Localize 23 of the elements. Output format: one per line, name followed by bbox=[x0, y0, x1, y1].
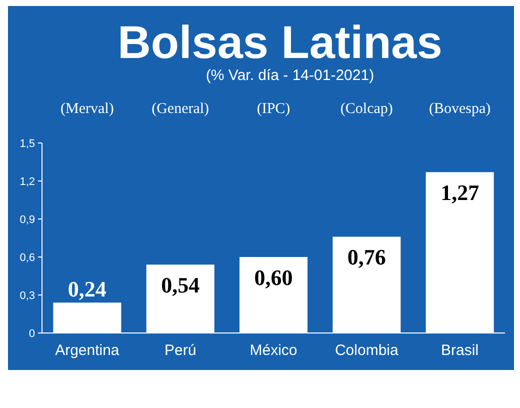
chart-subtitle: (% Var. día - 14-01-2021) bbox=[206, 67, 374, 84]
text: (Bovespa) bbox=[428, 101, 491, 117]
data-label: 0,54 bbox=[161, 272, 200, 298]
text: (IPC) bbox=[256, 101, 290, 117]
x-tick-label: Perú bbox=[164, 342, 196, 359]
data-label: 0,24 bbox=[68, 276, 106, 302]
y-tick-label: 1,5 bbox=[20, 138, 35, 150]
data-label: 1,27 bbox=[440, 180, 480, 206]
data-label: 0,60 bbox=[254, 265, 293, 290]
x-tick-label: México bbox=[250, 342, 298, 359]
text: (General) bbox=[152, 101, 210, 117]
x-tick-label: Brasil bbox=[441, 342, 479, 359]
x-tick-label: Colombia bbox=[334, 342, 399, 359]
data-label: 0,76 bbox=[347, 244, 386, 270]
y-tick-label: 0 bbox=[28, 328, 35, 340]
text: (Merval) bbox=[60, 101, 114, 117]
x-tick-label: Argentina bbox=[55, 342, 120, 359]
text: (Colcap) bbox=[340, 101, 393, 117]
y-tick-label: 0,6 bbox=[20, 252, 35, 264]
chart-title: Bolsas Latinas bbox=[118, 16, 442, 68]
y-tick-label: 1,2 bbox=[20, 176, 35, 188]
y-tick-label: 0,9 bbox=[20, 214, 35, 226]
y-tick-label: 0,3 bbox=[20, 290, 35, 302]
